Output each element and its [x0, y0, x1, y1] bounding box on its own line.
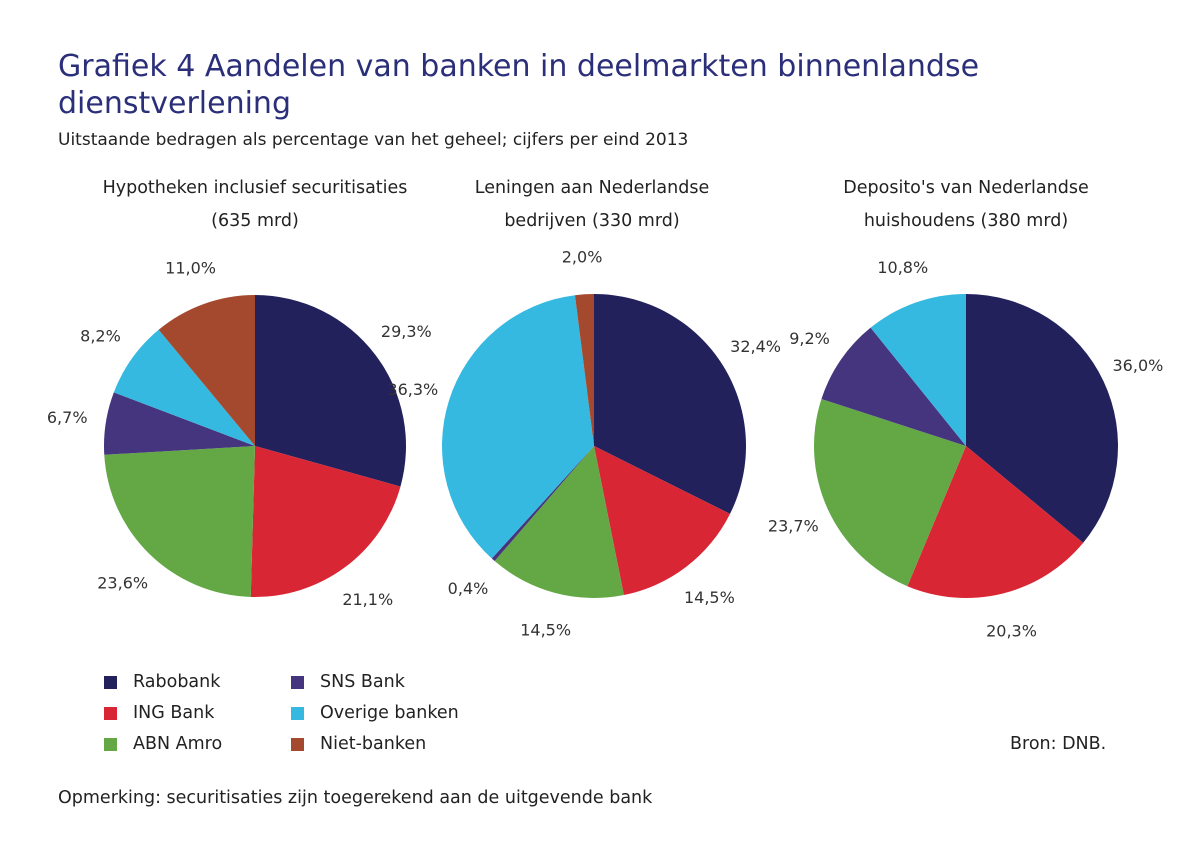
pie-slice-abn-amro	[814, 399, 966, 587]
legend-item-abn: ABN Amro	[104, 733, 222, 755]
legend-swatch	[104, 706, 117, 720]
pie-slice-ing-bank	[250, 446, 401, 597]
data-label: 23,6%	[97, 573, 148, 592]
pie-title-line1: Leningen aan Nederlandse	[474, 178, 710, 198]
data-label: 2,0%	[562, 247, 603, 266]
pie-slice-ing-bank	[594, 446, 731, 596]
data-label: 6,7%	[47, 408, 88, 427]
pie-slice-overige-banken	[442, 295, 594, 559]
pie-slice-rabobank	[255, 295, 406, 487]
pie-chart-1: 29,3% 21,1% 23,6% 6,7% 8,2% 11,0%	[47, 258, 432, 609]
pie-slice-rabobank	[966, 294, 1119, 543]
chart-title: Grafiek 4 Aandelen van banken in deelmar…	[58, 49, 980, 121]
data-label: 11,0%	[165, 258, 216, 277]
pie-slice-sns-bank	[104, 392, 255, 455]
legend-label: Rabobank	[133, 672, 221, 692]
data-label: 0,4%	[448, 579, 489, 598]
pie-title-hypotheken: Hypotheken inclusief securitisaties (635…	[75, 172, 435, 238]
pie-title-line2: huishoudens (380 mrd)	[863, 211, 1069, 231]
legend-item-sns: SNS Bank	[291, 671, 405, 693]
pie-title-line1: Deposito's van Nederlandse	[843, 178, 1089, 198]
pie-slice-overige-banken	[870, 294, 966, 446]
pie-slice-abn-amro	[494, 446, 624, 598]
pie-chart-2: 32,4% 14,5% 14,5% 0,4% 36,3% 2,0%	[387, 247, 781, 639]
pie-title-deposito: Deposito's van Nederlandse huishoudens (…	[786, 172, 1146, 238]
pie-slice-sns-bank	[821, 327, 966, 446]
legend-item-ing: ING Bank	[104, 702, 214, 724]
data-label: 10,8%	[877, 258, 928, 277]
pie-slice-ing-bank	[907, 446, 1084, 599]
data-label: 14,5%	[684, 588, 735, 607]
pie-title-line1: Hypotheken inclusief securitisaties	[102, 178, 408, 198]
legend-label: Niet-banken	[320, 734, 427, 754]
data-label: 14,5%	[520, 621, 571, 640]
data-label: 9,2%	[789, 329, 830, 348]
pie-slice-niet-banken	[158, 295, 255, 446]
legend-label: ING Bank	[133, 703, 215, 723]
data-label: 23,7%	[768, 516, 819, 535]
legend-label: Overige banken	[320, 703, 459, 723]
legend-swatch	[291, 675, 304, 689]
legend-item-rabobank: Rabobank	[104, 671, 220, 693]
pie-slice-sns-bank	[491, 446, 594, 562]
data-label: 32,4%	[730, 337, 781, 356]
data-label: 8,2%	[80, 326, 121, 345]
pie-title-line2: (635 mrd)	[211, 211, 299, 231]
data-label: 21,1%	[342, 590, 393, 609]
pie-slice-niet-banken	[574, 294, 594, 446]
pie-slice-rabobank	[594, 294, 746, 514]
legend-label: SNS Bank	[320, 672, 405, 692]
pie-title-line2: bedrijven (330 mrd)	[504, 211, 680, 231]
pie-slice-abn-amro	[104, 446, 256, 597]
pie-title-leningen: Leningen aan Nederlandse bedrijven (330 …	[412, 172, 772, 238]
legend-swatch	[104, 737, 117, 751]
footnote: Opmerking: securitisaties zijn toegereke…	[58, 788, 653, 808]
legend-swatch	[291, 737, 304, 751]
legend-label: ABN Amro	[133, 734, 223, 754]
data-label: 36,3%	[387, 380, 438, 399]
pie-slice-overige-banken	[113, 329, 255, 446]
legend-item-overige: Overige banken	[291, 702, 459, 724]
data-label: 29,3%	[381, 322, 432, 341]
legend-item-nietbanken: Niet-banken	[291, 733, 426, 755]
chart-subtitle: Uitstaande bedragen als percentage van h…	[58, 130, 689, 150]
source-note: Bron: DNB.	[1010, 734, 1107, 754]
data-label: 20,3%	[986, 621, 1037, 640]
legend-swatch	[104, 675, 117, 689]
data-label: 36,0%	[1113, 356, 1164, 375]
pie-chart-3: 36,0% 20,3% 23,7% 9,2% 10,8%	[768, 258, 1163, 641]
legend-swatch	[291, 706, 304, 720]
